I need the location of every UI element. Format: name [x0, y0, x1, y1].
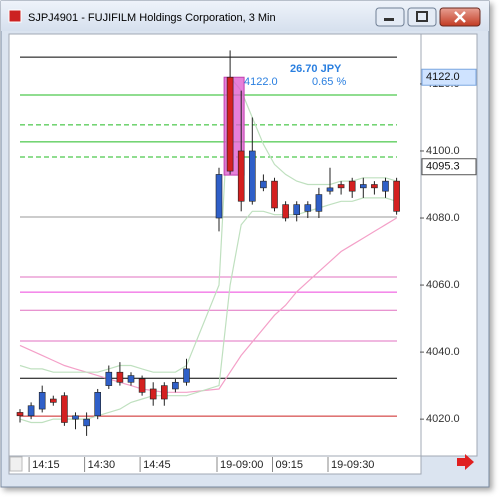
candle-body: [371, 184, 378, 189]
candle-body: [27, 405, 35, 417]
candle-body: [260, 180, 267, 189]
indicator-line: [19, 75, 397, 373]
candle-body: [94, 392, 101, 417]
y-axis-area: [420, 33, 478, 457]
maximize-button[interactable]: [407, 7, 437, 27]
candle-body: [61, 395, 68, 423]
window-title: SJPJ4901 - FUJIFILM Holdings Corporation…: [28, 12, 276, 24]
indicator-line: [19, 217, 397, 393]
price-label: 4122.0: [426, 71, 460, 83]
candle-body: [249, 150, 256, 202]
candle-body: [149, 388, 157, 400]
x-tick-label: 14:45: [143, 459, 171, 471]
close-icon: [454, 11, 466, 23]
price-label-box: [421, 68, 477, 86]
candle-body: [282, 204, 289, 219]
candle-body: [83, 418, 90, 427]
candle-body: [271, 180, 278, 209]
x-tick-label: 09:15: [276, 459, 304, 471]
maximize-icon: [416, 11, 428, 22]
candle-body: [38, 392, 46, 410]
minimize-icon: [384, 18, 394, 21]
y-tick-label: 4060.0: [426, 279, 460, 291]
plot: 4020.04040.04060.04080.04100.04120.014:1…: [16, 50, 477, 472]
candle-body: [138, 378, 146, 393]
indicator-line: [19, 197, 397, 424]
x-tick-label: 14:30: [88, 459, 116, 471]
candle-body: [161, 385, 168, 400]
candle-body: [215, 174, 223, 219]
scroll-corner: [9, 456, 23, 472]
scroll-right-arrow[interactable]: [457, 454, 474, 470]
candle-body: [359, 184, 367, 189]
app-icon: [8, 9, 22, 23]
plot-area: [8, 33, 422, 457]
y-tick-label: 4100.0: [426, 145, 460, 157]
candle-body: [127, 375, 135, 383]
y-tick-label: 4080.0: [426, 212, 460, 224]
candle-body: [172, 381, 179, 390]
annotation-distance: 26.70 JPY: [290, 63, 342, 75]
y-tick-label: 4020.0: [426, 413, 460, 425]
candle-body: [72, 415, 79, 420]
candle-body: [348, 180, 356, 192]
candle-body: [304, 204, 312, 212]
candle-body: [326, 187, 334, 192]
x-tick-label: 19-09:30: [331, 459, 374, 471]
annotation-price: 4122.0: [244, 76, 278, 88]
minimize-button[interactable]: [375, 7, 405, 27]
candle-body: [393, 180, 400, 212]
candle-body: [237, 150, 245, 202]
candle-body: [49, 398, 57, 403]
candle-body: [293, 204, 301, 215]
candle-body: [382, 180, 389, 192]
candle-body: [337, 184, 345, 189]
candle-body: [183, 368, 190, 383]
candle-body: [105, 371, 113, 386]
y-tick-label: 4040.0: [426, 346, 460, 358]
annotation-percent: 0.65 %: [312, 76, 346, 88]
candle-body: [16, 412, 24, 417]
x-axis-area: [8, 455, 422, 475]
candle-body: [315, 194, 323, 212]
candle-body: [116, 371, 124, 383]
price-label: 4095.3: [426, 161, 460, 173]
x-tick-label: 14:15: [32, 459, 60, 471]
x-tick-label: 19-09:00: [220, 459, 263, 471]
candle-body: [226, 76, 234, 172]
price-label-box: [421, 158, 477, 176]
